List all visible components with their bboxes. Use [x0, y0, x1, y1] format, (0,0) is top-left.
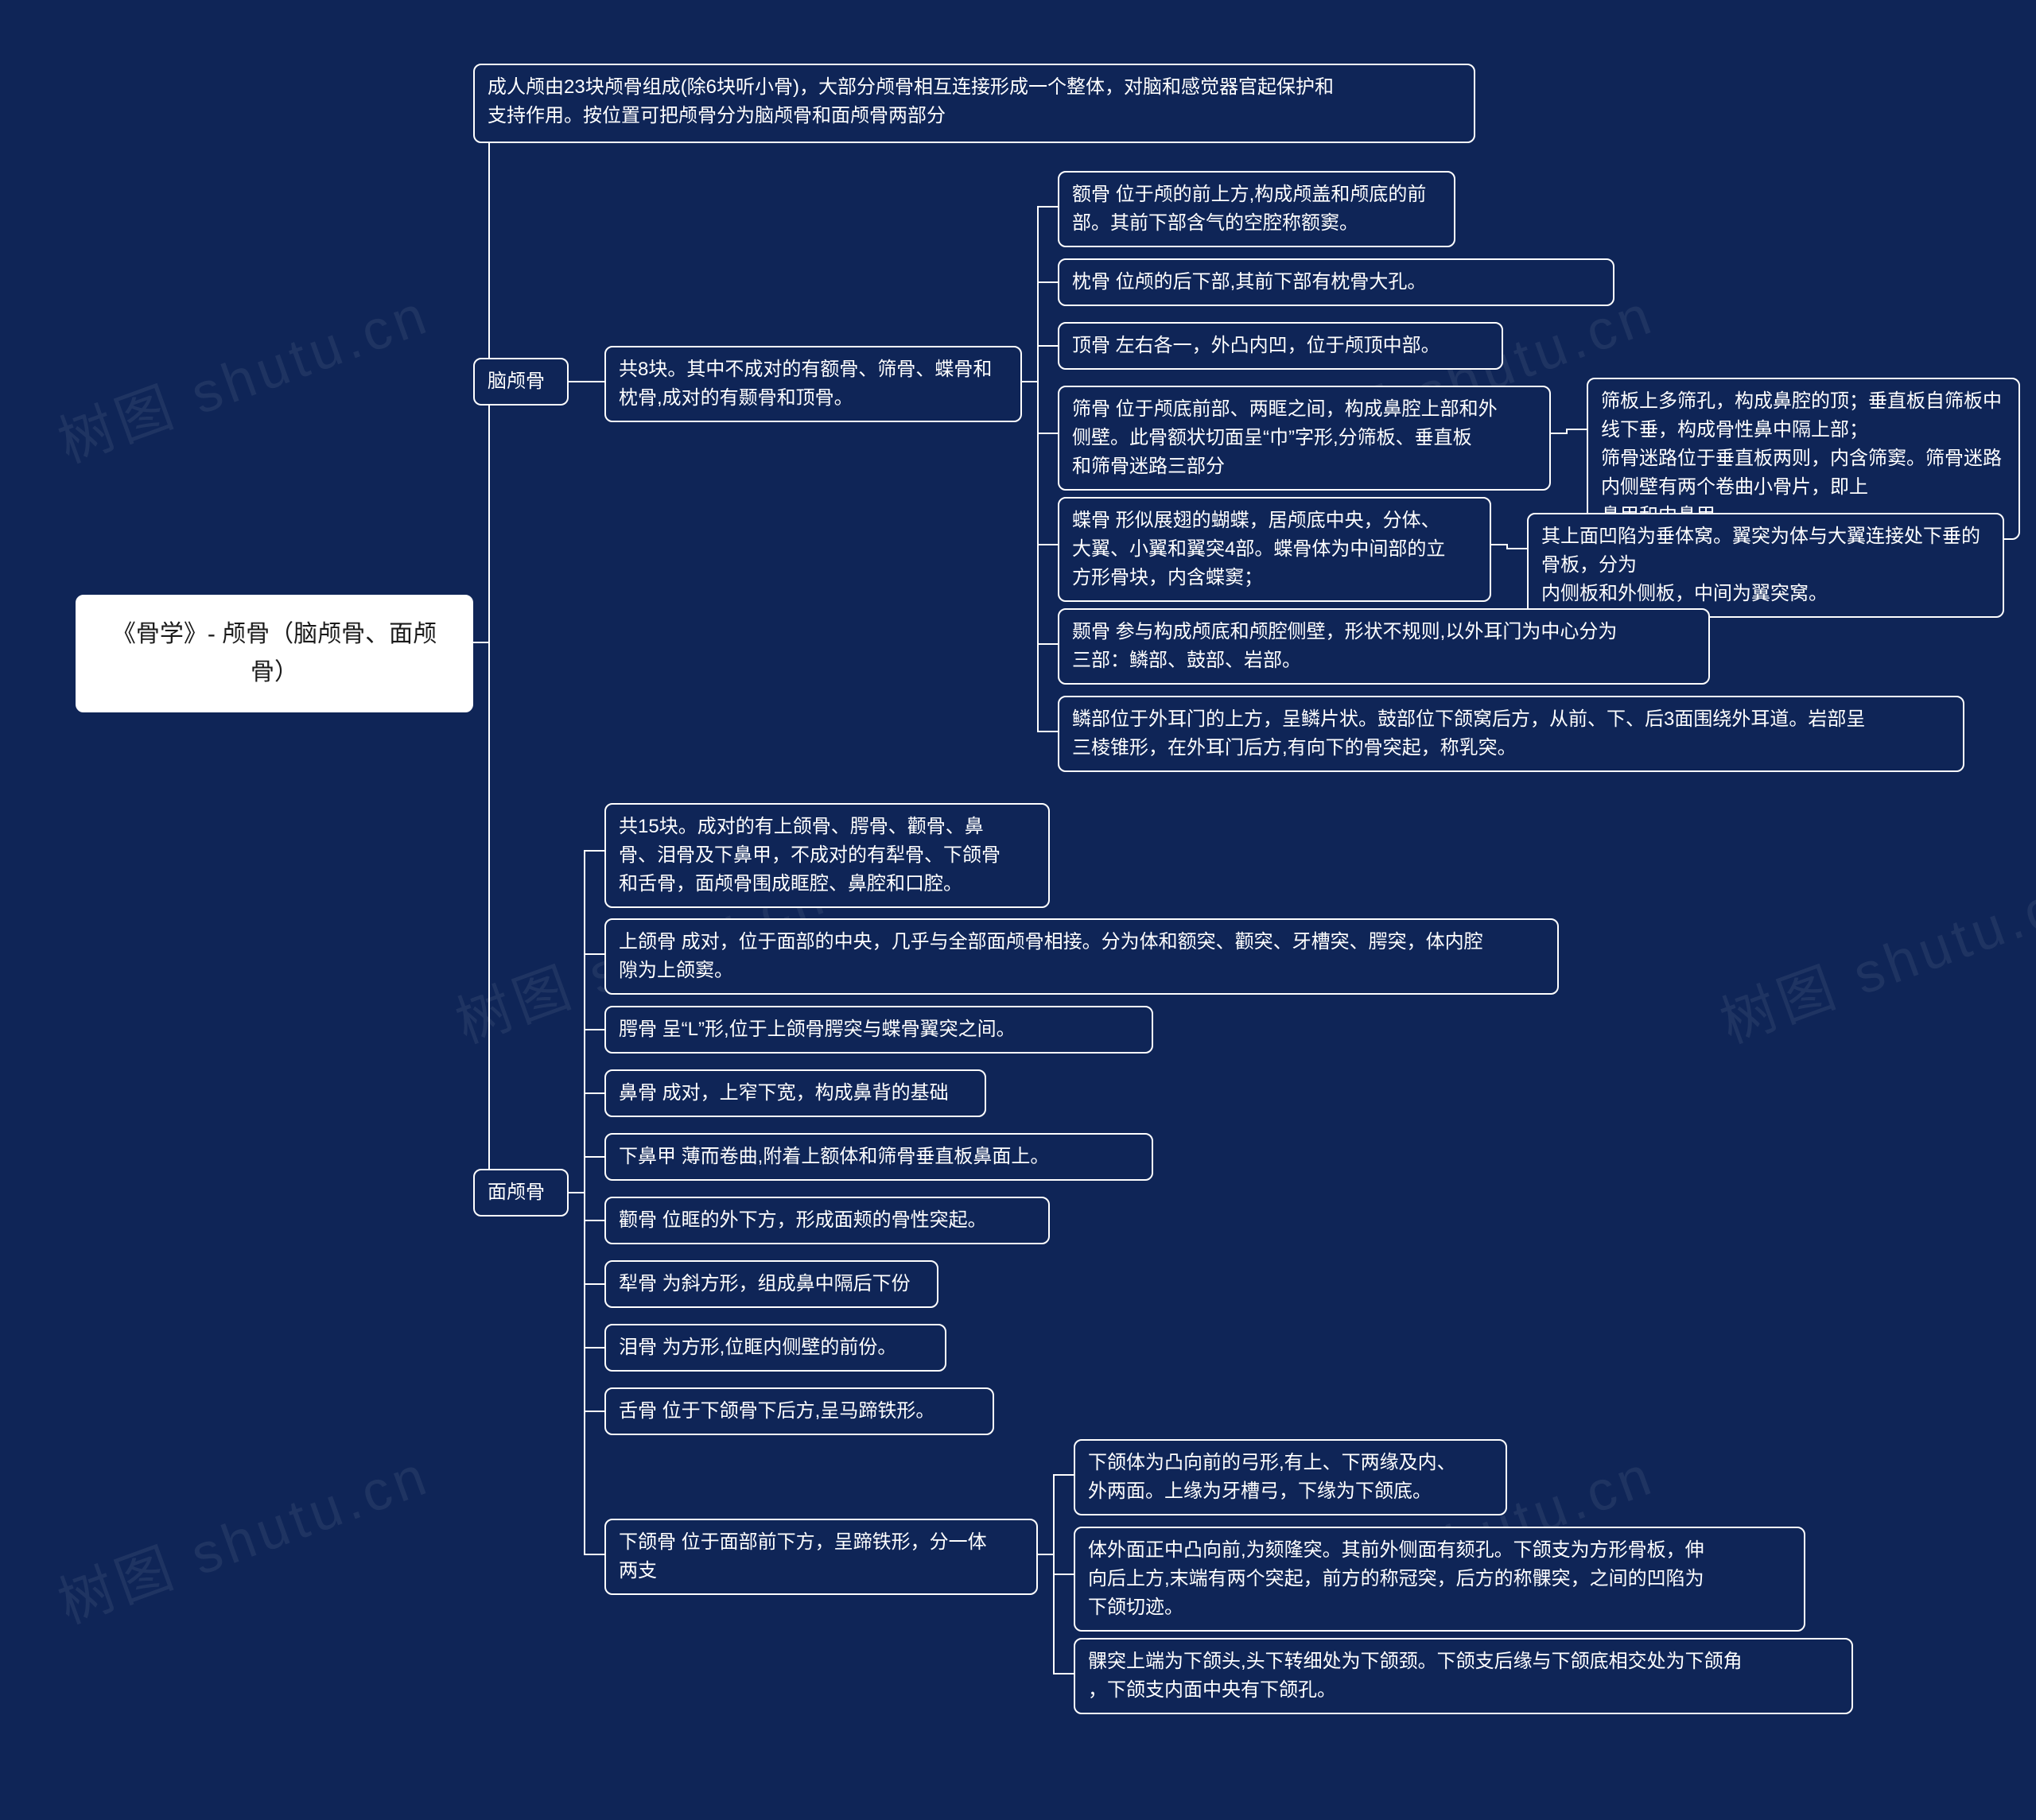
node-f5[interactable]: 颧骨 位眶的外下方，形成面颊的骨性突起。	[604, 1197, 1050, 1244]
node-label: 下颌体为凸向前的弓形,有上、下两缘及内、 外两面。上缘为牙槽弓，下缘为下颌底。	[1088, 1452, 1456, 1502]
node-label: 成人颅由23块颅骨组成(除6块听小骨)，大部分颅骨相互连接形成一个整体，对脑和感…	[488, 76, 1334, 126]
node-label: 颧骨 位眶的外下方，形成面颊的骨性突起。	[619, 1209, 987, 1231]
node-b6[interactable]: 颞骨 参与构成颅底和颅腔侧壁，形状不规则,以外耳门为中心分为 三部：鳞部、鼓部、…	[1058, 608, 1710, 685]
node-label: 脑颅骨	[488, 371, 545, 392]
node-f3[interactable]: 鼻骨 成对，上窄下宽，构成鼻背的基础	[604, 1069, 986, 1117]
node-brain[interactable]: 脑颅骨	[473, 358, 569, 406]
node-f9b[interactable]: 体外面正中凸向前,为颏隆突。其前外侧面有颏孔。下颌支为方形骨板，伸 向后上方,末…	[1074, 1527, 1805, 1632]
node-label: 鼻骨 成对，上窄下宽，构成鼻背的基础	[619, 1082, 949, 1104]
node-f_sum[interactable]: 共15块。成对的有上颌骨、腭骨、颧骨、鼻 骨、泪骨及下鼻甲，不成对的有犁骨、下颌…	[604, 803, 1050, 908]
node-label: 腭骨 呈“L”形,位于上颌骨腭突与蝶骨翼突之间。	[619, 1019, 1016, 1040]
node-intro[interactable]: 成人颅由23块颅骨组成(除6块听小骨)，大部分颅骨相互连接形成一个整体，对脑和感…	[473, 64, 1475, 143]
node-label: 泪骨 为方形,位眶内侧壁的前份。	[619, 1337, 896, 1358]
node-label: 其上面凹陷为垂体窝。翼突为体与大翼连接处下垂的骨板，分为 内侧板和外侧板，中间为…	[1541, 526, 1980, 604]
node-b5a[interactable]: 其上面凹陷为垂体窝。翼突为体与大翼连接处下垂的骨板，分为 内侧板和外侧板，中间为…	[1527, 513, 2004, 618]
node-label: 蝶骨 形似展翅的蝴蝶，居颅底中央，分体、 大翼、小翼和翼突4部。蝶骨体为中间部的…	[1072, 510, 1445, 588]
node-f9a[interactable]: 下颌体为凸向前的弓形,有上、下两缘及内、 外两面。上缘为牙槽弓，下缘为下颌底。	[1074, 1439, 1507, 1515]
node-root[interactable]: 《骨学》- 颅骨（脑颅骨、面颅 骨）	[76, 595, 473, 712]
node-face[interactable]: 面颅骨	[473, 1169, 569, 1217]
node-f2[interactable]: 腭骨 呈“L”形,位于上颌骨腭突与蝶骨翼突之间。	[604, 1006, 1153, 1054]
node-b5[interactable]: 蝶骨 形似展翅的蝴蝶，居颅底中央，分体、 大翼、小翼和翼突4部。蝶骨体为中间部的…	[1058, 497, 1491, 602]
node-label: 颞骨 参与构成颅底和颅腔侧壁，形状不规则,以外耳门为中心分为 三部：鳞部、鼓部、…	[1072, 621, 1617, 671]
node-f6[interactable]: 犁骨 为斜方形，组成鼻中隔后下份	[604, 1260, 938, 1308]
node-label: 犁骨 为斜方形，组成鼻中隔后下份	[619, 1273, 911, 1294]
node-label: 共15块。成对的有上颌骨、腭骨、颧骨、鼻 骨、泪骨及下鼻甲，不成对的有犁骨、下颌…	[619, 816, 1001, 894]
node-brain_sum[interactable]: 共8块。其中不成对的有额骨、筛骨、蝶骨和 枕骨,成对的有颞骨和顶骨。	[604, 346, 1022, 422]
node-label: 额骨 位于颅的前上方,构成颅盖和颅底的前 部。其前下部含气的空腔称额窦。	[1072, 184, 1426, 234]
node-b7[interactable]: 鳞部位于外耳门的上方，呈鳞片状。鼓部位下颌窝后方，从前、下、后3面围绕外耳道。岩…	[1058, 696, 1964, 772]
node-f1[interactable]: 上颌骨 成对，位于面部的中央，几乎与全部面颅骨相接。分为体和额突、颧突、牙槽突、…	[604, 918, 1559, 995]
node-label: 《骨学》- 颅骨（脑颅骨、面颅 骨）	[112, 621, 437, 685]
node-label: 髁突上端为下颌头,头下转细处为下颌颈。下颌支后缘与下颌底相交处为下颌角 ，下颌支…	[1088, 1651, 1743, 1701]
node-f8[interactable]: 舌骨 位于下颌骨下后方,呈马蹄铁形。	[604, 1387, 994, 1435]
node-f4[interactable]: 下鼻甲 薄而卷曲,附着上额体和筛骨垂直板鼻面上。	[604, 1133, 1153, 1181]
node-label: 舌骨 位于下颌骨下后方,呈马蹄铁形。	[619, 1400, 934, 1422]
node-label: 体外面正中凸向前,为颏隆突。其前外侧面有颏孔。下颌支为方形骨板，伸 向后上方,末…	[1088, 1539, 1704, 1618]
node-label: 共8块。其中不成对的有额骨、筛骨、蝶骨和 枕骨,成对的有颞骨和顶骨。	[619, 359, 992, 409]
node-label: 筛板上多筛孔，构成鼻腔的顶；垂直板自筛板中线下垂，构成骨性鼻中隔上部； 筛骨迷路…	[1601, 390, 2002, 526]
node-label: 鳞部位于外耳门的上方，呈鳞片状。鼓部位下颌窝后方，从前、下、后3面围绕外耳道。岩…	[1072, 708, 1865, 759]
node-label: 下颌骨 位于面部前下方，呈蹄铁形，分一体 两支	[619, 1531, 987, 1581]
node-b4[interactable]: 筛骨 位于颅底前部、两眶之间，构成鼻腔上部和外 侧壁。此骨额状切面呈“巾”字形,…	[1058, 386, 1551, 491]
node-b1[interactable]: 额骨 位于颅的前上方,构成颅盖和颅底的前 部。其前下部含气的空腔称额窦。	[1058, 171, 1455, 247]
node-label: 枕骨 位颅的后下部,其前下部有枕骨大孔。	[1072, 271, 1426, 293]
node-f9c[interactable]: 髁突上端为下颌头,头下转细处为下颌颈。下颌支后缘与下颌底相交处为下颌角 ，下颌支…	[1074, 1638, 1853, 1714]
node-label: 筛骨 位于颅底前部、两眶之间，构成鼻腔上部和外 侧壁。此骨额状切面呈“巾”字形,…	[1072, 398, 1498, 477]
node-label: 上颌骨 成对，位于面部的中央，几乎与全部面颅骨相接。分为体和额突、颧突、牙槽突、…	[619, 931, 1483, 981]
node-b3[interactable]: 顶骨 左右各一，外凸内凹，位于颅顶中部。	[1058, 322, 1503, 370]
node-label: 面颅骨	[488, 1182, 545, 1203]
node-b2[interactable]: 枕骨 位颅的后下部,其前下部有枕骨大孔。	[1058, 258, 1614, 306]
node-f9[interactable]: 下颌骨 位于面部前下方，呈蹄铁形，分一体 两支	[604, 1519, 1038, 1595]
node-f7[interactable]: 泪骨 为方形,位眶内侧壁的前份。	[604, 1324, 946, 1372]
node-label: 下鼻甲 薄而卷曲,附着上额体和筛骨垂直板鼻面上。	[619, 1146, 1049, 1167]
node-label: 顶骨 左右各一，外凸内凹，位于颅顶中部。	[1072, 335, 1440, 356]
